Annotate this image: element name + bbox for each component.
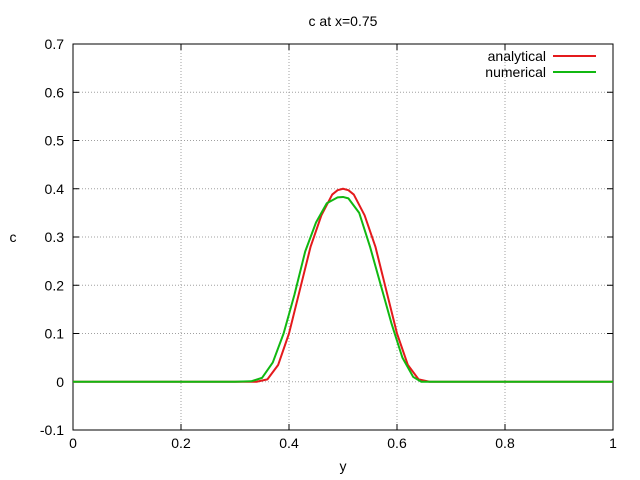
- x-tick-label: 1: [609, 435, 617, 451]
- series-layer: [73, 187, 613, 383]
- axis-ticks: 0 0.2 0.4 0.6 0.8 1 -0.1 0 0.1 0.2 0.3 0.4 0.5 0.6 0.7: [40, 36, 617, 451]
- y-tick-label: 0.2: [45, 277, 65, 293]
- legend-label-analytical: analytical: [488, 48, 546, 64]
- y-tick-label: 0.1: [45, 326, 65, 342]
- y-tick-label: 0.5: [45, 133, 65, 149]
- series-line-numerical: [73, 195, 613, 383]
- y-tick-label: -0.1: [40, 422, 64, 438]
- legend: analytical numerical: [485, 48, 596, 80]
- y-tick-label: 0.6: [45, 84, 65, 100]
- grid-lines: [73, 44, 613, 430]
- x-tick-label: 0: [69, 435, 77, 451]
- chart-title: c at x=0.75: [309, 13, 378, 29]
- x-axis-label: y: [340, 458, 347, 474]
- y-tick-label: 0.3: [45, 229, 65, 245]
- y-tick-label: 0.4: [45, 181, 65, 197]
- x-tick-label: 0.2: [171, 435, 191, 451]
- y-axis-label: c: [10, 229, 17, 245]
- y-tick-label: 0.7: [45, 36, 65, 52]
- legend-label-numerical: numerical: [485, 64, 546, 80]
- x-tick-label: 0.6: [387, 435, 407, 451]
- x-tick-label: 0.4: [279, 435, 299, 451]
- y-tick-label: 0: [56, 374, 64, 390]
- x-tick-label: 0.8: [495, 435, 515, 451]
